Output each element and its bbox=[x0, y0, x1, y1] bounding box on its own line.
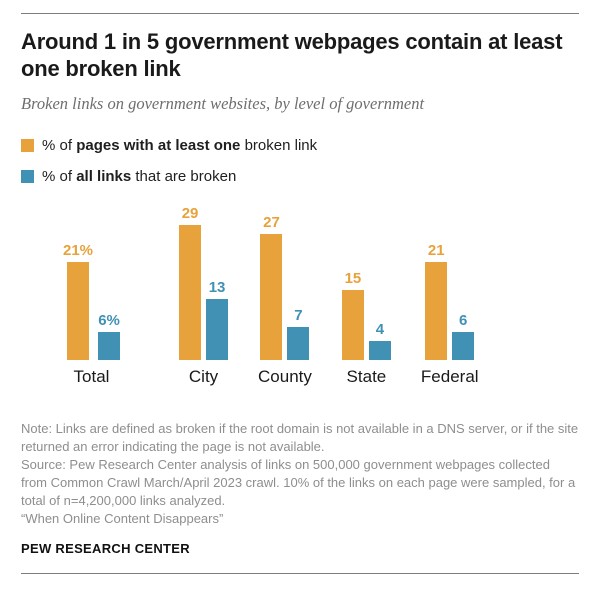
bar-blue bbox=[452, 332, 475, 360]
bar-column: 6 bbox=[452, 312, 475, 360]
source-text: Source: Pew Research Center analysis of … bbox=[21, 457, 576, 508]
bar-pair: 27 7 bbox=[260, 199, 310, 360]
bar-blue bbox=[98, 332, 121, 360]
bar-blue bbox=[206, 299, 229, 360]
bar-blue bbox=[368, 341, 391, 360]
bar-value-label: 13 bbox=[208, 279, 226, 296]
pew-research-center-wordmark: PEW RESEARCH CENTER bbox=[21, 541, 190, 556]
bar-column: 21% bbox=[63, 242, 93, 360]
bar-value-label: 6% bbox=[98, 312, 120, 329]
bar-value-label: 15 bbox=[344, 270, 362, 287]
bar-value-label: 29 bbox=[181, 205, 199, 222]
pew-chart-card: Around 1 in 5 government webpages contai… bbox=[0, 13, 600, 594]
bar-column: 7 bbox=[287, 307, 310, 360]
bar-value-label: 7 bbox=[294, 307, 303, 324]
legend-item-links: % of all links that are broken bbox=[21, 168, 579, 185]
bar-group-county: 27 7 County bbox=[258, 199, 312, 387]
bar-column: 15 bbox=[341, 270, 364, 360]
legend-swatch-blue bbox=[21, 170, 34, 183]
category-label: City bbox=[188, 367, 219, 386]
bar-pair: 21 6 bbox=[425, 199, 475, 360]
bar-orange bbox=[341, 290, 364, 360]
category-label: State bbox=[346, 367, 387, 386]
bar-column: 13 bbox=[206, 279, 229, 360]
bar-orange bbox=[67, 262, 90, 360]
bar-group-total: 21% 6% Total bbox=[63, 199, 121, 387]
bar-blue bbox=[287, 327, 310, 360]
page-title: Around 1 in 5 government webpages contai… bbox=[21, 29, 563, 81]
bar-group-state: 15 4 State bbox=[341, 199, 391, 387]
bar-value-label: 4 bbox=[375, 321, 385, 338]
top-divider bbox=[21, 13, 579, 14]
bar-orange bbox=[179, 225, 202, 360]
bar-pair: 21% 6% bbox=[63, 199, 121, 360]
bar-value-label: 27 bbox=[263, 214, 280, 231]
bar-orange bbox=[260, 234, 283, 360]
category-label: Total bbox=[73, 367, 110, 386]
category-label: County bbox=[258, 367, 312, 386]
bar-group-federal: 21 6 Federal bbox=[421, 199, 479, 387]
legend: % of pages with at least one broken link… bbox=[21, 137, 579, 185]
bar-column: 27 bbox=[260, 214, 283, 360]
bar-value-label: 6 bbox=[459, 312, 468, 329]
bar-column: 6% bbox=[98, 312, 121, 360]
bar-group-city: 29 13 City bbox=[179, 199, 229, 387]
bar-chart: 21% 6% Total 29 13 City 27 7 County 15 4 State 21 6 Fe… bbox=[63, 199, 579, 387]
legend-item-pages: % of pages with at least one broken link bbox=[21, 137, 579, 154]
note-text: Note: Links are defined as broken if the… bbox=[21, 421, 579, 454]
category-label: Federal bbox=[420, 367, 479, 386]
bar-column: 21 bbox=[425, 242, 448, 360]
bar-value-label: 21 bbox=[427, 242, 445, 259]
bar-column: 29 bbox=[179, 205, 202, 360]
bar-column: 4 bbox=[368, 321, 391, 360]
bar-pair: 29 13 bbox=[179, 199, 229, 360]
legend-label-links: % of all links that are broken bbox=[42, 168, 237, 185]
report-title-text: “When Online Content Disappears” bbox=[21, 511, 224, 526]
bar-pair: 15 4 bbox=[341, 199, 391, 360]
bar-orange bbox=[425, 262, 448, 360]
legend-swatch-orange bbox=[21, 139, 34, 152]
notes-block: Note: Links are defined as broken if the… bbox=[21, 420, 579, 528]
bottom-divider bbox=[21, 573, 579, 574]
legend-label-pages: % of pages with at least one broken link bbox=[42, 137, 318, 154]
bar-value-label: 21% bbox=[63, 242, 94, 259]
chart-subtitle: Broken links on government websites, by … bbox=[21, 94, 425, 113]
